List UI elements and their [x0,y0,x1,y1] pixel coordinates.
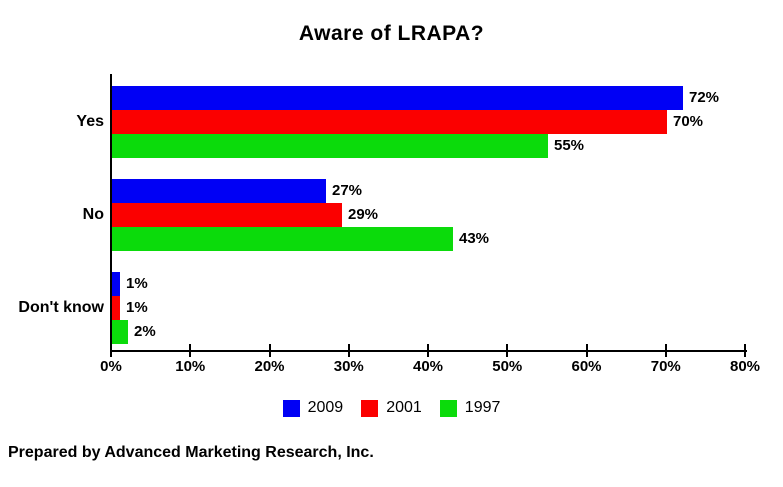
legend-item-2009: 2009 [282,399,344,417]
x-tick-label: 30% [333,358,364,375]
x-tick [427,344,429,357]
bar-2009-don-t-know [112,272,120,296]
footer-note: Prepared by Advanced Marketing Research,… [8,444,374,461]
x-tick [664,344,667,357]
x-tick-label: 70% [650,358,681,375]
legend-item-1997: 1997 [439,399,501,417]
y-axis-line [110,74,112,352]
bar-value-label: 29% [348,206,379,223]
bar-value-label: 72% [689,89,720,106]
bar-value-label: 70% [673,113,704,130]
x-tick-label: 20% [254,358,285,375]
x-tick-label: 80% [729,358,761,375]
bar-value-label: 43% [459,230,490,247]
x-tick-label: 60% [571,358,602,375]
x-tick [110,344,112,357]
x-tick [268,344,271,357]
category-label-don-t-know: Don't know [18,299,104,316]
x-tick [585,344,588,357]
bar-2009-yes [112,86,683,110]
x-tick [347,344,350,357]
legend-swatch-1997 [439,399,457,417]
bar-1997-no [112,227,453,251]
x-tick-label: 50% [492,358,523,375]
x-tick-label: 40% [412,358,444,375]
x-tick [506,344,509,357]
legend: 2009 2001 1997 [0,399,783,417]
bar-value-label: 27% [332,182,363,199]
x-tick-label: 10% [175,358,206,375]
category-label-yes: Yes [76,113,104,130]
bar-value-label: 55% [554,137,585,154]
category-label-no: No [82,206,104,223]
legend-label-1997: 1997 [464,399,501,416]
legend-item-2001: 2001 [361,399,422,417]
bar-1997-don-t-know [112,320,128,344]
bar-2001-no [112,203,342,227]
legend-label-2009: 2009 [307,399,344,416]
bar-2001-don-t-know [112,296,120,320]
legend-label-2001: 2001 [386,399,422,416]
bar-value-label: 1% [126,299,148,316]
x-tick [189,344,192,357]
bar-value-label: 1% [126,275,148,292]
bar-2001-yes [112,110,667,134]
x-tick-label: 0% [100,358,122,375]
x-tick [744,344,746,357]
chart-title: Aware of LRAPA? [298,22,485,45]
bar-2009-no [112,179,326,203]
legend-swatch-2009 [282,399,300,417]
bar-1997-yes [112,134,548,158]
legend-swatch-2001 [361,399,379,417]
bar-value-label: 2% [134,323,156,340]
